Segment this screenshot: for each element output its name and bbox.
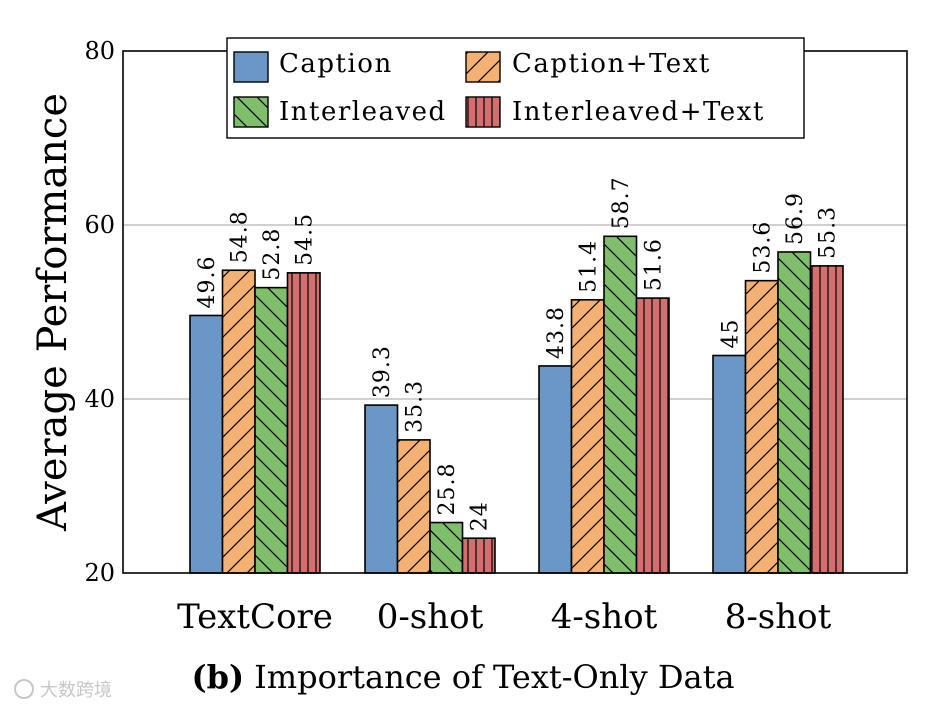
legend-swatch-outline [233, 96, 269, 128]
bars [189, 235, 844, 574]
data-label: 53.6 [751, 221, 776, 274]
bar-hatch [462, 538, 495, 573]
chart-title: (b) Importance of Text-Only Data [191, 658, 734, 696]
watermark: 大数跨境 [14, 679, 112, 701]
bar [365, 405, 398, 573]
watermark-text: 大数跨境 [40, 680, 112, 701]
data-label: 39.3 [370, 345, 395, 398]
x-tick-label: 0-shot [377, 597, 484, 637]
bar-hatch [430, 522, 463, 573]
legend: Caption Caption+Text Interleaved Interleave… [226, 37, 805, 139]
legend-swatch-hatch [466, 52, 500, 82]
data-label: 25.8 [435, 463, 460, 516]
y-tick-label: 80 [84, 37, 115, 65]
legend-swatch-outline [233, 51, 269, 83]
bar [539, 365, 572, 573]
data-label: 43.8 [544, 306, 569, 359]
bar-hatch [287, 272, 320, 573]
data-label: 56.9 [783, 192, 808, 245]
data-label: 54.8 [228, 210, 253, 263]
y-tick-label: 40 [84, 385, 115, 413]
bar [713, 355, 746, 573]
watermark-logo-icon [14, 679, 34, 699]
legend-swatch-outline [465, 96, 501, 128]
data-labels: 49.6 54.8 52.8 54.5 39.3 35.3 25.8 24 43.8 51.4 58… [195, 176, 841, 531]
legend-label: Caption+Text [512, 49, 711, 79]
legend-swatch [234, 52, 268, 82]
bar-hatch [255, 287, 288, 573]
data-label: 58.7 [609, 176, 634, 229]
data-label: 52.8 [260, 228, 285, 281]
legend-box [226, 37, 805, 139]
y-axis: 20 40 60 80 [84, 37, 115, 587]
y-tick-label: 60 [84, 211, 115, 239]
x-tick-label: TextCore [177, 597, 333, 637]
bar [190, 315, 223, 573]
bar-hatch [810, 265, 843, 573]
x-tick-label: 8-shot [725, 597, 832, 637]
bar-hatch [604, 236, 637, 573]
data-label: 35.3 [403, 380, 428, 433]
bar-hatch [745, 280, 778, 573]
bar-hatch [222, 270, 255, 573]
legend-label: Caption [279, 49, 393, 79]
data-label: 54.5 [293, 213, 318, 266]
bar-hatch [571, 299, 604, 573]
y-axis-label: Average Performance [30, 93, 76, 532]
x-axis: TextCore 0-shot 4-shot 8-shot [177, 597, 832, 637]
data-label: 49.6 [195, 255, 220, 308]
legend-swatch-hatch [234, 97, 268, 127]
data-label: 55.3 [816, 206, 841, 259]
chart-title-text: Importance of Text-Only Data [254, 658, 734, 696]
x-tick-label: 4-shot [551, 597, 658, 637]
chart-title-prefix: (b) [191, 658, 244, 696]
y-tick-label: 20 [84, 559, 115, 587]
legend-label: Interleaved [279, 97, 447, 127]
bar-hatch [636, 298, 669, 573]
bar-hatch [397, 439, 430, 573]
data-label: 51.6 [642, 238, 667, 291]
data-label: 51.4 [577, 240, 602, 293]
legend-swatch-hatch [466, 97, 500, 127]
legend-label: Interleaved+Text [512, 97, 765, 127]
legend-swatch-outline [465, 51, 501, 83]
data-label: 45 [718, 319, 743, 349]
data-label: 24 [468, 501, 493, 531]
bar-hatch [778, 251, 811, 573]
